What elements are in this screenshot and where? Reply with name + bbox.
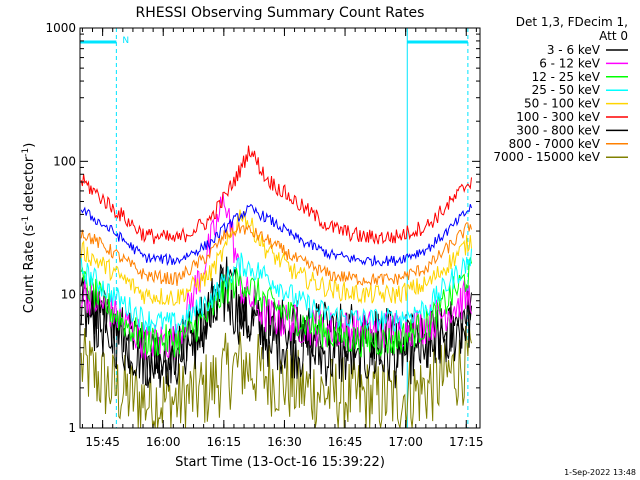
y-tick-label: 1	[68, 421, 76, 435]
legend-header-line-2: Att 0	[599, 29, 628, 43]
x-tick-label: 17:00	[388, 435, 423, 449]
legend-label: 12 - 25 keV	[532, 70, 601, 84]
series-line-7000-15000keV	[80, 324, 472, 429]
legend-label: 100 - 300 keV	[516, 110, 600, 124]
y-axis-label: Count Rate (s-1 detector-1)	[21, 143, 37, 314]
series-line-25-50keV	[80, 248, 472, 334]
y-tick-label: 100	[53, 154, 76, 168]
legend-label: 800 - 7000 keV	[509, 137, 601, 151]
x-tick-label: 16:45	[328, 435, 363, 449]
plot-frame	[79, 27, 481, 429]
generation-timestamp: 1-Sep-2022 13:48	[564, 468, 636, 477]
x-tick-label: 15:45	[85, 435, 120, 449]
legend-header-line-1: Det 1,3, FDecim 1,	[516, 15, 628, 29]
series-line-50-100keV	[80, 209, 472, 306]
legend-label: 7000 - 15000 keV	[493, 150, 600, 164]
plot-area: N 1 10 100 1000 15:45 16:00 16:15 16:30 16:45 17…	[45, 21, 483, 449]
y-tick-label: 1000	[45, 21, 76, 35]
y-tick-label: 10	[61, 288, 76, 302]
legend-label: 3 - 6 keV	[547, 43, 601, 57]
series-line-800-7000keV	[80, 222, 472, 287]
legend-label: 50 - 100 keV	[524, 97, 601, 111]
series-line-12-25keV	[80, 257, 472, 358]
y-axis-ticks: 1 10 100 1000	[45, 21, 480, 435]
chart-title: RHESSI Observing Summary Count Rates	[136, 5, 425, 21]
legend-label: 300 - 800 keV	[516, 123, 600, 137]
legend-label: 25 - 50 keV	[532, 83, 601, 97]
series-layer	[80, 145, 472, 429]
x-axis-ticks: 15:45 16:00 16:15 16:30 16:45 17:00 17:15	[81, 28, 484, 449]
legend-label: 6 - 12 keV	[539, 56, 601, 70]
night-marker-label: N	[122, 36, 129, 46]
x-tick-label: 16:15	[207, 435, 242, 449]
x-axis-label: Start Time (13-Oct-16 15:39:22)	[175, 455, 385, 470]
x-tick-label: 17:15	[449, 435, 484, 449]
x-tick-label: 16:30	[267, 435, 302, 449]
series-line-100-300keV	[80, 145, 472, 245]
series-line-unlabeled	[80, 203, 472, 267]
x-tick-label: 16:00	[146, 435, 181, 449]
